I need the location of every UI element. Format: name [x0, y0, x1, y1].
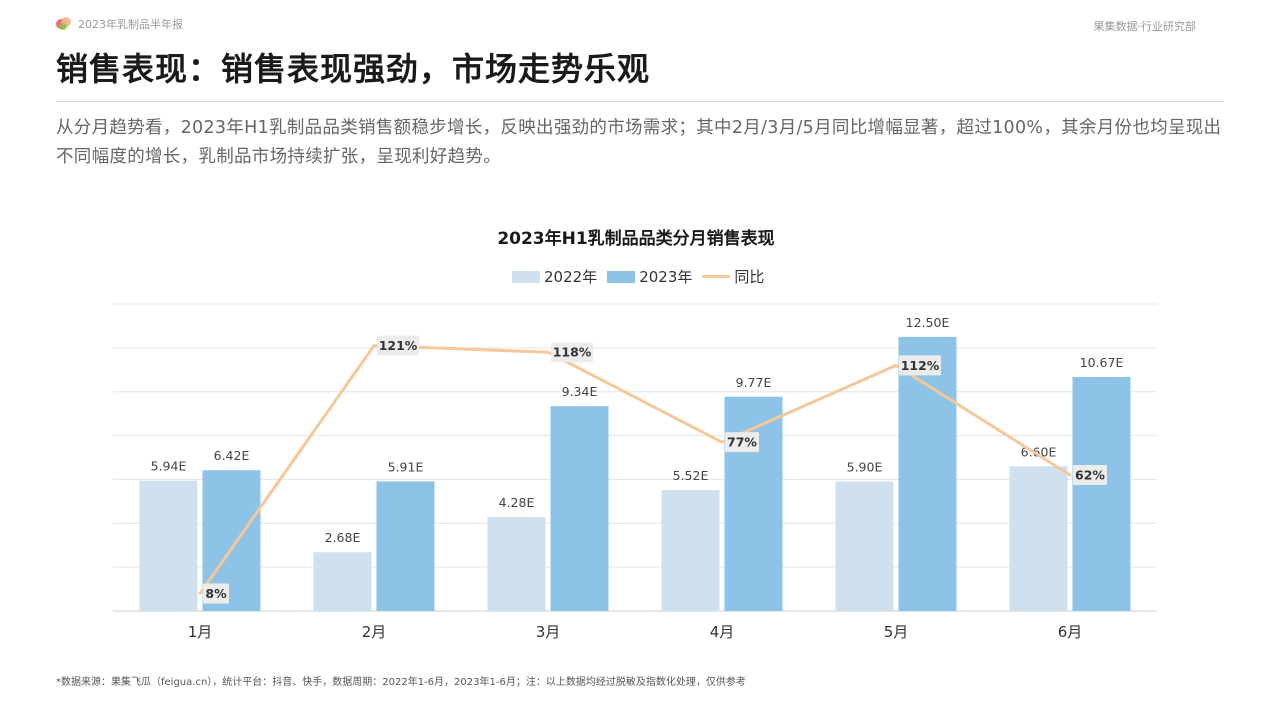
x-tick-label: 6月 [1058, 623, 1083, 641]
bar-2023 [550, 406, 609, 611]
chart-title: 2023年H1乳制品品类分月销售表现 [497, 229, 775, 249]
yoy-label-box [377, 335, 419, 356]
data-label-2023: 5.91E [388, 459, 424, 474]
x-tick-label: 2月 [362, 623, 387, 641]
bar-2023 [1072, 377, 1131, 611]
bar-2022 [661, 489, 720, 611]
legend-swatch-2023 [607, 270, 636, 283]
bar-2022 [1009, 466, 1068, 611]
bar-2022 [835, 481, 894, 611]
x-tick-label: 4月 [710, 623, 735, 641]
data-label-2022: 4.28E [499, 495, 535, 510]
yoy-label-box [551, 342, 593, 363]
legend-item-yoy: 同比 [702, 266, 764, 287]
yoy-data-label: 112% [901, 358, 940, 373]
yoy-data-label: 77% [727, 435, 757, 450]
report-header: 2023年乳制品半年报 [56, 16, 183, 32]
bar-2022 [139, 480, 198, 611]
title-divider [56, 101, 1224, 102]
data-label-2022: 5.94E [151, 459, 187, 474]
yoy-label-box [899, 355, 941, 376]
data-label-2023: 9.34E [562, 384, 598, 399]
data-label-2023: 9.77E [736, 375, 772, 390]
page-description: 从分月趋势看，2023年H1乳制品品类销售额稳步增长，反映出强劲的市场需求；其中… [56, 118, 1222, 167]
data-label-2022: 5.90E [847, 460, 883, 475]
data-label-2022: 2.68E [325, 530, 361, 545]
legend-label-yoy: 同比 [734, 268, 765, 286]
legend-label-2022: 2022年 [544, 268, 598, 286]
org-name: 果集数据·行业研究部 [1093, 20, 1197, 33]
brand-logo-icon [56, 17, 72, 31]
yoy-data-label: 121% [379, 338, 418, 353]
legend-item-2023: 2023年 [607, 266, 692, 287]
yoy-label-box [1073, 465, 1107, 486]
yoy-data-label: 118% [553, 345, 592, 360]
bar-2022 [313, 552, 372, 611]
x-tick-label: 1月 [188, 623, 213, 641]
legend-item-2022: 2022年 [512, 266, 597, 287]
page-title: 销售表现：销售表现强劲，市场走势乐观 [56, 50, 651, 88]
data-label-2023: 6.42E [214, 448, 250, 463]
x-tick-label: 3月 [536, 623, 561, 641]
legend-swatch-yoy [702, 275, 731, 278]
x-tick-label: 5月 [884, 623, 909, 641]
bar-2023 [376, 481, 435, 611]
yoy-label-box [725, 432, 759, 453]
legend-label-2023: 2023年 [639, 268, 693, 286]
legend-swatch-2022 [512, 270, 540, 283]
yoy-data-label: 62% [1075, 468, 1105, 483]
report-name: 2023年乳制品半年报 [78, 18, 183, 31]
bar-2022 [487, 517, 546, 611]
chart-legend: 2022年 2023年 同比 [512, 266, 764, 287]
data-label-2023: 12.50E [906, 315, 950, 330]
yoy-label-box [203, 583, 229, 604]
yoy-data-label: 8% [205, 586, 227, 601]
bar-2023 [898, 336, 957, 611]
data-label-2022: 5.52E [673, 468, 709, 483]
yoy-line [198, 344, 1072, 595]
footnote: *数据来源：果集飞瓜（feigua.cn），统计平台：抖音、快手，数据周期：20… [56, 677, 746, 688]
data-label-2023: 10.67E [1080, 355, 1124, 370]
